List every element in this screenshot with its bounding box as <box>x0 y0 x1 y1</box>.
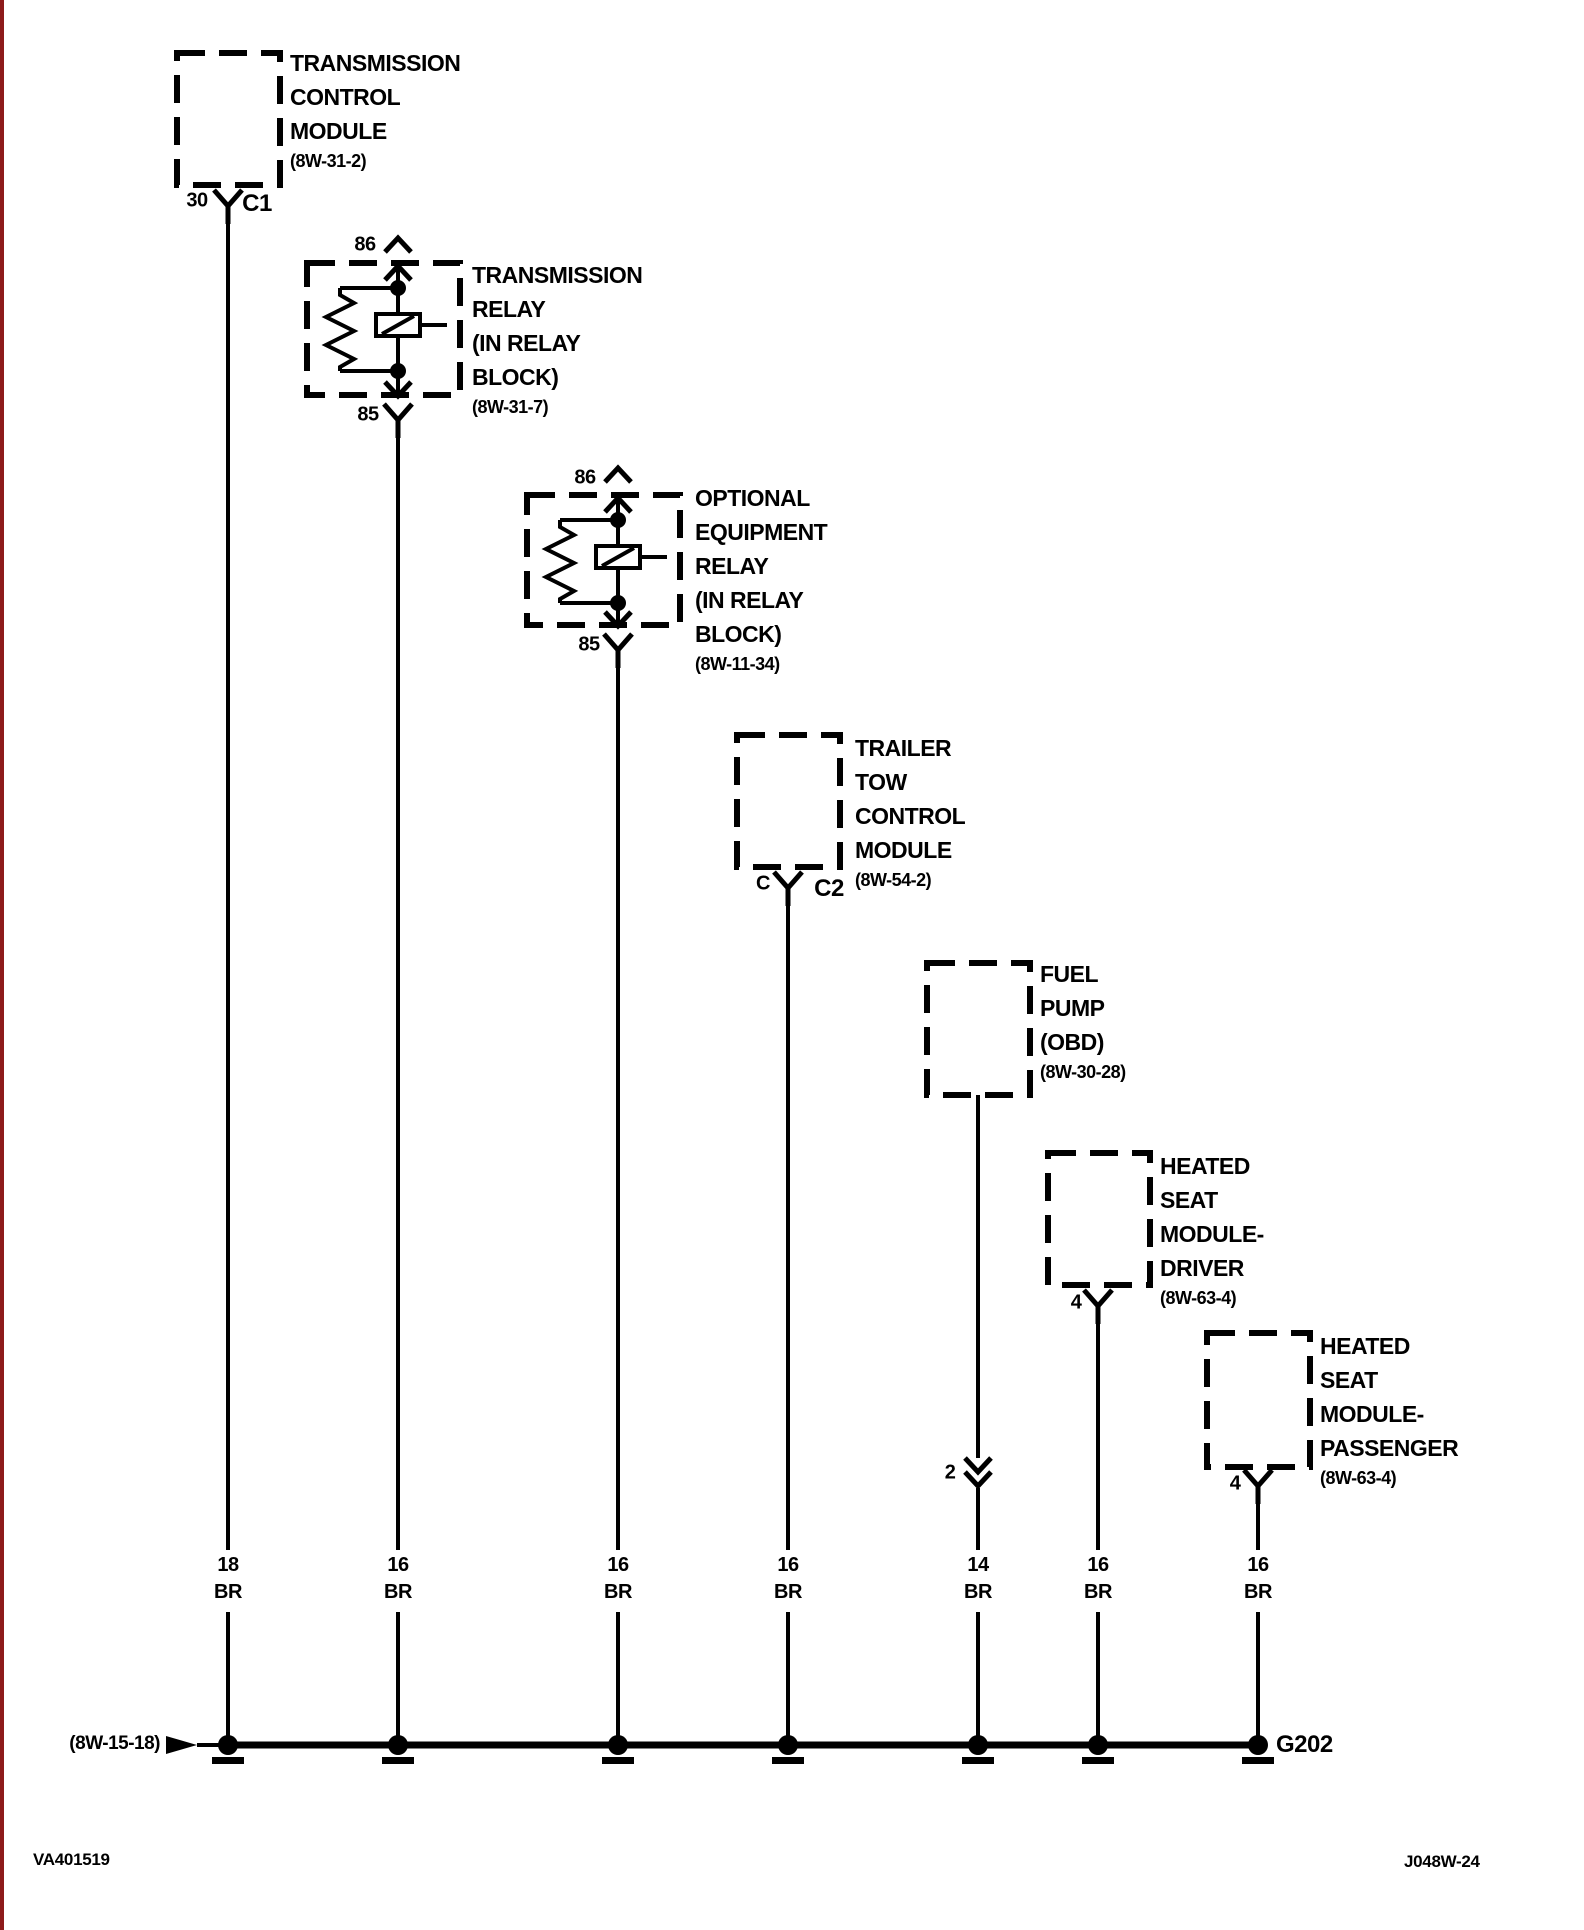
wire-label-1: 18 BR <box>214 1552 242 1606</box>
ground-id-label: G202 <box>1276 1731 1333 1758</box>
wire-gauge: 16 <box>387 1554 409 1576</box>
relay2-coil-resistor <box>541 518 618 605</box>
component-label-heated-seat-passenger: HEATED SEAT MODULE- PASSENGER (8W-63-4) <box>1320 1329 1459 1489</box>
pin-label-c: C <box>756 872 770 895</box>
component-label-trailer-tow: TRAILER TOW CONTROL MODULE (8W-54-2) <box>855 731 966 891</box>
pin-label-85-relay2: 85 <box>578 633 600 656</box>
relay1-coil-resistor <box>321 286 398 373</box>
ground-feed-ref: (8W-15-18) <box>69 1733 160 1754</box>
heated-seat-driver-box <box>1045 1150 1153 1288</box>
diagram-id-left: VA401519 <box>33 1850 110 1869</box>
wire-gauge: 16 <box>777 1554 799 1576</box>
trailer-tow-module-box <box>734 732 843 870</box>
wire-color: BR <box>964 1581 992 1603</box>
wire-gauge: 16 <box>607 1554 629 1576</box>
ground-splice-2 <box>380 1733 416 1766</box>
wire-gauge: 14 <box>967 1554 989 1576</box>
pin86-connector-top-2 <box>605 468 631 482</box>
pin-label-2-inline: 2 <box>944 1461 956 1484</box>
wire-color: BR <box>604 1581 632 1603</box>
pin-label-86-relay1: 86 <box>354 233 376 256</box>
component-ref: (8W-31-2) <box>290 151 367 171</box>
component-name: HEATED SEAT MODULE- DRIVER <box>1160 1153 1264 1281</box>
component-label-optional-equipment-relay: OPTIONAL EQUIPMENT RELAY (IN RELAY BLOCK… <box>695 481 828 675</box>
component-ref: (8W-63-4) <box>1320 1468 1397 1488</box>
connector-symbol-hsm-passenger <box>1244 1470 1272 1504</box>
wire-label-4: 16 BR <box>774 1552 802 1606</box>
pin-label-4-passenger: 4 <box>1229 1472 1241 1495</box>
wire-label-7: 16 BR <box>1244 1552 1272 1606</box>
ground-splice-7 <box>1240 1733 1276 1766</box>
component-ref: (8W-54-2) <box>855 870 932 890</box>
ground-splice-4 <box>770 1733 806 1766</box>
wire-label-3: 16 BR <box>604 1552 632 1606</box>
wire-color: BR <box>214 1581 242 1603</box>
ground-splice-3 <box>600 1733 636 1766</box>
wire-gauge: 18 <box>217 1554 239 1576</box>
wire-color: BR <box>774 1581 802 1603</box>
component-label-transmission-relay: TRANSMISSION RELAY (IN RELAY BLOCK) (8W-… <box>472 258 643 418</box>
connector-symbol-85-2 <box>604 634 632 668</box>
wire-color: BR <box>384 1581 412 1603</box>
component-label-tcm: TRANSMISSION CONTROL MODULE (8W-31-2) <box>290 46 461 172</box>
pin86-connector-top <box>385 238 411 252</box>
component-name: TRANSMISSION RELAY (IN RELAY BLOCK) <box>472 262 643 390</box>
component-name: TRANSMISSION CONTROL MODULE <box>290 50 461 144</box>
connector-label-c2: C2 <box>814 875 844 902</box>
tcm-box <box>174 50 283 188</box>
optional-equipment-relay-box <box>524 492 683 628</box>
relay1-coil-diagonal <box>381 314 447 336</box>
component-ref: (8W-63-4) <box>1160 1288 1237 1308</box>
wire-label-2: 16 BR <box>384 1552 412 1606</box>
ground-splice-6 <box>1080 1733 1116 1766</box>
ground-splice-5 <box>960 1733 996 1766</box>
component-name: OPTIONAL EQUIPMENT RELAY (IN RELAY BLOCK… <box>695 485 828 647</box>
component-name: TRAILER TOW CONTROL MODULE <box>855 735 966 863</box>
pin-label-86-relay2: 86 <box>574 466 596 489</box>
wire-color: BR <box>1084 1581 1112 1603</box>
inline-connector-chevron-1 <box>965 1458 991 1472</box>
pin-label-4-driver: 4 <box>1070 1291 1082 1314</box>
component-ref: (8W-30-28) <box>1040 1062 1126 1082</box>
wire-label-6: 16 BR <box>1084 1552 1112 1606</box>
pin-label-85-relay1: 85 <box>357 403 379 426</box>
component-label-heated-seat-driver: HEATED SEAT MODULE- DRIVER (8W-63-4) <box>1160 1149 1264 1309</box>
component-name: FUEL PUMP (OBD) <box>1040 961 1105 1055</box>
component-ref: (8W-11-34) <box>695 654 780 674</box>
diagram-id-right: J048W-24 <box>1404 1852 1480 1871</box>
connector-symbol-hsm-driver <box>1084 1290 1112 1324</box>
heated-seat-passenger-box <box>1204 1330 1313 1470</box>
ground-splice-1 <box>210 1733 246 1766</box>
component-label-fuel-pump: FUEL PUMP (OBD) (8W-30-28) <box>1040 957 1126 1083</box>
ground-feed-arrow <box>166 1736 197 1754</box>
component-ref: (8W-31-7) <box>472 397 549 417</box>
component-name: HEATED SEAT MODULE- PASSENGER <box>1320 1333 1459 1461</box>
transmission-relay-box <box>304 260 463 398</box>
fuel-pump-box <box>924 960 1033 1098</box>
connector-symbol-85 <box>384 404 412 438</box>
connector-label-c1: C1 <box>242 190 272 217</box>
wire-label-5: 14 BR <box>964 1552 992 1606</box>
scan-edge-strip <box>0 0 4 1930</box>
wire-color: BR <box>1244 1581 1272 1603</box>
wire-gauge: 16 <box>1247 1554 1269 1576</box>
connector-symbol-c1 <box>214 190 242 224</box>
wire-gauge: 16 <box>1087 1554 1109 1576</box>
relay2-coil-diagonal <box>601 546 667 568</box>
pin-label-30: 30 <box>186 189 208 212</box>
connector-symbol-c2 <box>774 872 802 906</box>
